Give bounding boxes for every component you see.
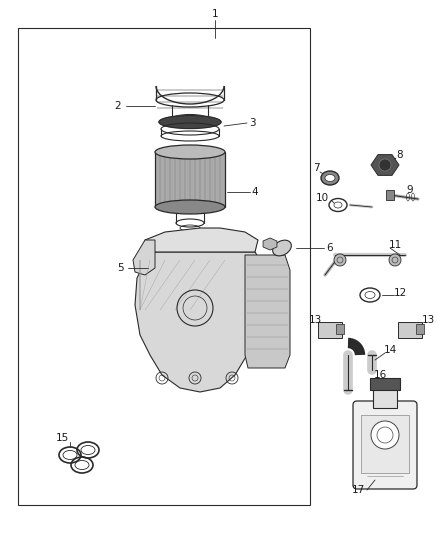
FancyBboxPatch shape [353, 401, 417, 489]
Circle shape [379, 159, 391, 171]
Circle shape [389, 254, 401, 266]
Ellipse shape [273, 240, 291, 256]
Polygon shape [371, 155, 399, 175]
Text: 15: 15 [55, 433, 69, 443]
Circle shape [334, 254, 346, 266]
Polygon shape [245, 255, 290, 368]
Polygon shape [263, 238, 277, 250]
Text: 12: 12 [393, 288, 406, 298]
Text: 14: 14 [383, 345, 397, 355]
Text: 5: 5 [117, 263, 124, 273]
Bar [18, 28, 310, 505]
Text: 13: 13 [308, 315, 321, 325]
Text: 17: 17 [351, 485, 364, 495]
Polygon shape [135, 252, 268, 392]
Ellipse shape [155, 145, 225, 159]
Ellipse shape [325, 174, 335, 182]
Ellipse shape [155, 200, 225, 214]
Bar [318, 322, 342, 338]
Bar [155, 152, 225, 207]
Text: 9: 9 [407, 185, 413, 195]
Text: 10: 10 [315, 193, 328, 203]
Text: 16: 16 [373, 370, 387, 380]
Text: 4: 4 [252, 187, 258, 197]
Bar [398, 322, 422, 338]
Polygon shape [133, 240, 155, 275]
Bar [416, 324, 424, 334]
Bar [361, 415, 409, 473]
Circle shape [371, 421, 399, 449]
Bar [373, 388, 397, 408]
Text: 6: 6 [327, 243, 333, 253]
Text: 8: 8 [397, 150, 403, 160]
Text: 3: 3 [249, 118, 255, 128]
Polygon shape [386, 190, 394, 200]
Text: 11: 11 [389, 240, 402, 250]
Text: 13: 13 [421, 315, 434, 325]
Bar [370, 378, 400, 390]
Ellipse shape [159, 116, 221, 128]
Ellipse shape [321, 171, 339, 185]
Text: 7: 7 [313, 163, 319, 173]
Polygon shape [145, 228, 258, 252]
Text: 1: 1 [212, 9, 218, 19]
Bar [336, 324, 344, 334]
Text: 2: 2 [115, 101, 121, 111]
